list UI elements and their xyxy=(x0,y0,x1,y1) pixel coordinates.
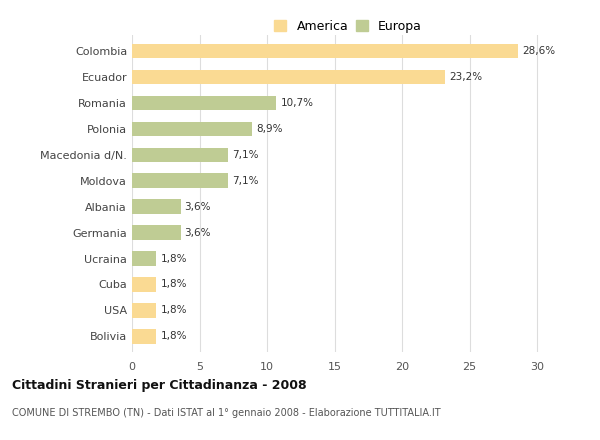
Legend: America, Europa: America, Europa xyxy=(270,16,426,37)
Bar xyxy=(132,251,156,266)
Text: 3,6%: 3,6% xyxy=(185,202,211,212)
Bar xyxy=(132,95,277,110)
Text: 3,6%: 3,6% xyxy=(185,227,211,238)
Bar xyxy=(132,173,228,188)
Text: 28,6%: 28,6% xyxy=(522,46,555,56)
Text: 1,8%: 1,8% xyxy=(160,279,187,290)
Text: 8,9%: 8,9% xyxy=(256,124,283,134)
Bar xyxy=(132,329,156,344)
Bar xyxy=(132,70,445,84)
Text: 1,8%: 1,8% xyxy=(160,253,187,264)
Text: 7,1%: 7,1% xyxy=(232,176,259,186)
Text: 23,2%: 23,2% xyxy=(449,72,482,82)
Bar xyxy=(132,225,181,240)
Text: 1,8%: 1,8% xyxy=(160,331,187,341)
Text: COMUNE DI STREMBO (TN) - Dati ISTAT al 1° gennaio 2008 - Elaborazione TUTTITALIA: COMUNE DI STREMBO (TN) - Dati ISTAT al 1… xyxy=(12,408,440,418)
Text: 1,8%: 1,8% xyxy=(160,305,187,315)
Bar xyxy=(132,303,156,318)
Text: 7,1%: 7,1% xyxy=(232,150,259,160)
Bar xyxy=(132,277,156,292)
Bar xyxy=(132,44,518,58)
Bar xyxy=(132,199,181,214)
Text: Cittadini Stranieri per Cittadinanza - 2008: Cittadini Stranieri per Cittadinanza - 2… xyxy=(12,379,307,392)
Bar xyxy=(132,121,252,136)
Text: 10,7%: 10,7% xyxy=(281,98,314,108)
Bar xyxy=(132,147,228,162)
